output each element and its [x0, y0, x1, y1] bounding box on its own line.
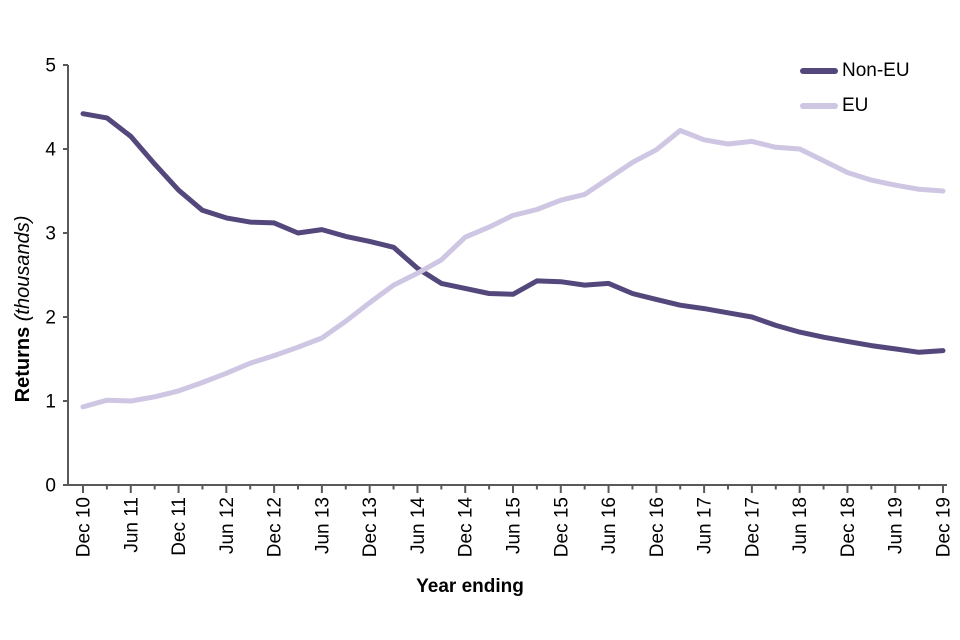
x-tick-label: Jun 18	[790, 497, 811, 554]
x-tick-label: Dec 17	[742, 497, 763, 557]
y-axis-title-unit: (thousands)	[12, 215, 34, 327]
y-axis-title-main: Returns	[12, 326, 34, 403]
x-tick-label: Dec 13	[360, 497, 381, 557]
x-axis-tick-labels: Dec 10 Jun 11 Dec 11 Jun 12 Dec 12 Jun 13 Dec …	[74, 497, 955, 558]
x-tick-label: Jun 14	[408, 497, 429, 554]
x-tick-label: Dec 11	[169, 497, 190, 556]
legend: Non-EU EU	[800, 60, 910, 131]
y-tick-label: 3	[45, 224, 56, 245]
y-tick-label: 5	[45, 56, 56, 77]
x-tick-label: Dec 15	[551, 497, 572, 557]
x-tick-label: Dec 16	[647, 497, 668, 557]
legend-item-eu: EU	[800, 95, 910, 116]
x-tick-label: Dec 19	[934, 497, 955, 557]
series-line-non-eu	[80, 111, 946, 355]
legend-label-non-eu: Non-EU	[842, 60, 910, 81]
legend-item-non-eu: Non-EU	[800, 60, 910, 81]
eu-line-swatch	[800, 103, 838, 109]
x-tick-label: Dec 14	[456, 497, 477, 558]
y-axis-ticks	[63, 64, 68, 486]
y-tick-label: 2	[45, 308, 56, 329]
y-axis-tick-labels: 0 1 2 3 4 5	[45, 56, 56, 497]
x-tick-label: Dec 10	[74, 497, 95, 557]
non-eu-line-swatch	[800, 68, 838, 74]
x-tick-label: Dec 18	[838, 497, 859, 557]
y-tick-label: 1	[45, 392, 56, 413]
x-tick-label: Jun 15	[504, 497, 525, 554]
data-series	[80, 111, 946, 410]
x-axis-title: Year ending	[416, 576, 524, 597]
x-tick-label: Jun 17	[695, 497, 716, 554]
x-tick-label: Jun 11	[121, 497, 142, 553]
y-tick-label: 0	[45, 476, 56, 497]
x-tick-label: Jun 12	[217, 497, 238, 554]
x-tick-label: Dec 12	[265, 497, 286, 557]
series-line-eu	[80, 128, 946, 410]
x-tick-label: Jun 19	[886, 497, 907, 554]
y-axis-title: Returns (thousands)	[10, 199, 36, 419]
x-tick-label: Jun 13	[312, 497, 333, 554]
x-axis-ticks	[82, 485, 944, 493]
x-tick-label: Jun 16	[599, 497, 620, 554]
legend-label-eu: EU	[842, 95, 869, 116]
y-tick-label: 4	[45, 140, 56, 161]
